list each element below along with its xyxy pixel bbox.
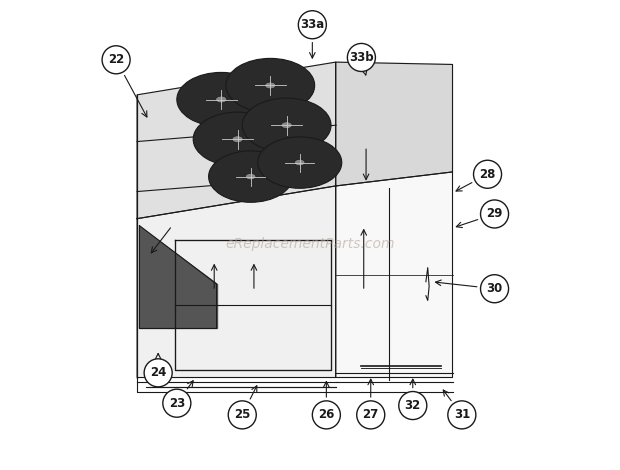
Text: 31: 31 <box>454 408 470 422</box>
Text: 33a: 33a <box>300 18 324 31</box>
Polygon shape <box>137 62 335 219</box>
Ellipse shape <box>226 58 315 113</box>
Circle shape <box>480 274 508 303</box>
Polygon shape <box>140 226 216 329</box>
Ellipse shape <box>294 159 305 166</box>
Circle shape <box>347 43 376 71</box>
Text: 28: 28 <box>479 168 496 181</box>
Circle shape <box>480 200 508 228</box>
Text: 26: 26 <box>318 408 335 422</box>
Ellipse shape <box>232 136 243 142</box>
Circle shape <box>102 46 130 74</box>
Circle shape <box>474 160 502 188</box>
Ellipse shape <box>281 122 292 129</box>
Text: 33b: 33b <box>349 51 374 64</box>
Text: 22: 22 <box>108 53 124 66</box>
Text: eReplacementParts.com: eReplacementParts.com <box>225 237 395 251</box>
Text: 32: 32 <box>405 399 421 412</box>
Polygon shape <box>137 186 335 377</box>
Polygon shape <box>335 62 453 186</box>
Circle shape <box>298 11 326 39</box>
Circle shape <box>312 401 340 429</box>
Circle shape <box>144 359 172 387</box>
Ellipse shape <box>193 112 282 166</box>
Ellipse shape <box>177 72 265 126</box>
Circle shape <box>448 401 476 429</box>
Circle shape <box>399 392 427 420</box>
Text: 23: 23 <box>169 397 185 410</box>
Polygon shape <box>335 172 453 377</box>
Ellipse shape <box>258 137 342 188</box>
Circle shape <box>163 389 191 417</box>
Text: 29: 29 <box>486 207 503 220</box>
Text: 30: 30 <box>487 282 503 295</box>
Ellipse shape <box>208 151 293 202</box>
Ellipse shape <box>216 96 227 103</box>
Circle shape <box>356 401 385 429</box>
Text: 24: 24 <box>150 366 166 379</box>
Text: 25: 25 <box>234 408 250 422</box>
Ellipse shape <box>265 82 276 89</box>
Ellipse shape <box>246 173 256 180</box>
Ellipse shape <box>242 98 331 152</box>
Circle shape <box>228 401 256 429</box>
Text: 27: 27 <box>363 408 379 422</box>
